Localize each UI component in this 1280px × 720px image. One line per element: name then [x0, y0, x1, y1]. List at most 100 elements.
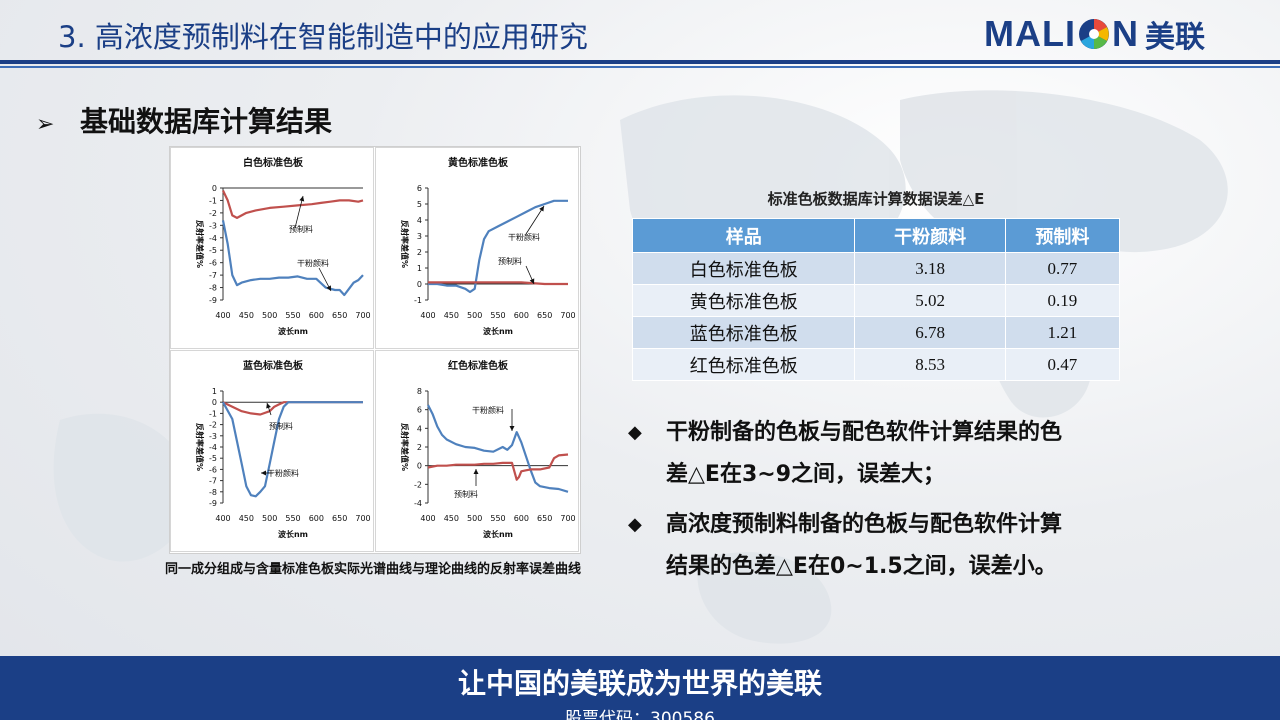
cell-sample: 红色标准色板	[631, 348, 856, 381]
annotation-arrowhead	[326, 285, 331, 291]
annotation-arrowhead	[473, 469, 479, 474]
x-tick-label: 650	[537, 311, 552, 320]
y-tick-label: -7	[209, 477, 217, 486]
chart-title: 黄色标准色板	[448, 156, 509, 169]
y-tick-label: -6	[209, 465, 217, 474]
cell-pre: 0.47	[1004, 348, 1121, 381]
list-item: ◆ 干粉制备的色板与配色软件计算结果的色 差△E在3~9之间，误差大；	[628, 412, 1128, 496]
chart-cell-red: 红色标准色板 8 6 4 2 0 -2 -4 400 450 500 550 600 650 700 波长nm…	[375, 350, 579, 552]
x-tick-label: 650	[332, 514, 347, 523]
cell-pre: 0.19	[1004, 284, 1121, 317]
chart-cell-blue: 蓝色标准色板 1 0 -1 -2 -3 -4 -5 -6 -7 -8 -9 400 450 500 550 60…	[170, 350, 374, 552]
y-tick-label: 5	[417, 200, 422, 209]
x-tick-label: 500	[467, 311, 482, 320]
bullet-line: 高浓度预制料制备的色板与配色软件计算	[666, 512, 1063, 537]
y-tick-label: 4	[417, 216, 422, 225]
x-tick-label: 550	[490, 514, 505, 523]
logo-cn: 美联	[1144, 21, 1205, 54]
y-tick-label: 6	[417, 184, 422, 193]
chart-title: 蓝色标准色板	[243, 359, 304, 372]
section-title: 基础数据库计算结果	[80, 105, 333, 138]
conclusion-list: ◆ 干粉制备的色板与配色软件计算结果的色 差△E在3~9之间，误差大； ◆ 高浓…	[628, 412, 1128, 596]
annotation-arrow	[294, 195, 304, 229]
series-line	[427, 453, 569, 481]
x-tick-label: 450	[239, 514, 254, 523]
header-rule	[0, 60, 1280, 64]
annotation-label: 预制料	[454, 489, 478, 499]
cell-dry: 5.02	[854, 284, 1006, 317]
y-tick-label: 8	[417, 387, 422, 396]
bullet-line: 差△E在3~9之间，误差大；	[666, 462, 945, 487]
y-tick-label: -3	[209, 432, 217, 441]
annotation-label: 预制料	[498, 256, 522, 266]
x-tick-label: 550	[490, 311, 505, 320]
annotation-arrowhead	[529, 278, 535, 284]
x-tick-label: 650	[332, 311, 347, 320]
annotation-arrowhead	[509, 426, 515, 431]
table-row: 白色标准色板 3.18 0.77	[631, 252, 1121, 285]
annotation-label: 干粉颜料	[267, 468, 299, 478]
charts-panel: 白色标准色板 0 -1 -2 -3 -4 -5 -6 -7 -8 -9 400 450 500 550 600…	[169, 146, 581, 554]
series-line	[221, 220, 364, 297]
y-tick-label: -8	[209, 488, 217, 497]
x-tick-label: 600	[309, 311, 324, 320]
cell-dry: 8.53	[854, 348, 1006, 381]
chart-yellow: 黄色标准色板 6 5 4 3 2 1 0 -1 400 450 500 550 600 650 700 波长nm…	[400, 156, 576, 336]
header-sample: 样品	[631, 218, 856, 253]
cell-sample: 黄色标准色板	[631, 284, 856, 317]
page-title: 3. 高浓度预制料在智能制造中的应用研究	[58, 20, 588, 54]
y-tick-label: -1	[209, 196, 217, 205]
chart-blue: 蓝色标准色板 1 0 -1 -2 -3 -4 -5 -6 -7 -8 -9 400 450 500 550 60…	[195, 359, 371, 539]
annotation-arrowhead	[539, 206, 544, 212]
cell-sample: 蓝色标准色板	[631, 316, 856, 349]
chart-title: 白色标准色板	[243, 156, 304, 169]
y-tick-label: -3	[209, 221, 217, 230]
table-row: 红色标准色板 8.53 0.47	[631, 348, 1121, 381]
x-axis-label: 波长nm	[278, 326, 308, 336]
x-tick-label: 600	[514, 514, 529, 523]
x-tick-label: 600	[309, 514, 324, 523]
header-dry: 干粉颜料	[854, 218, 1006, 253]
x-tick-label: 450	[239, 311, 254, 320]
cell-dry: 3.18	[854, 252, 1006, 285]
section-heading: ➢ 基础数据库计算结果	[36, 100, 332, 140]
chart-title: 红色标准色板	[448, 359, 509, 372]
annotation-label: 干粉颜料	[297, 258, 329, 268]
malion-logo: MALI N 美联	[984, 13, 1205, 54]
x-tick-label: 450	[444, 514, 459, 523]
y-tick-label: -9	[209, 499, 217, 508]
y-tick-label: -5	[209, 246, 217, 255]
y-tick-label: 2	[417, 248, 422, 257]
y-tick-label: 0	[212, 184, 217, 193]
diamond-bullet-icon: ◆	[628, 422, 642, 443]
y-tick-label: -4	[209, 443, 217, 452]
annotation-label: 干粉颜料	[472, 405, 504, 415]
series-line	[222, 190, 364, 220]
x-tick-label: 600	[514, 311, 529, 320]
x-tick-label: 700	[355, 311, 370, 320]
chart-cell-yellow: 黄色标准色板 6 5 4 3 2 1 0 -1 400 450 500 550 600 650 700 波长nm…	[375, 147, 579, 349]
chart-caption: 同一成分组成与含量标准色板实际光谱曲线与理论曲线的反射率误差曲线	[165, 562, 582, 577]
y-tick-label: -8	[209, 284, 217, 293]
series-line	[222, 401, 363, 498]
y-tick-label: -2	[209, 209, 217, 218]
annotation-arrowhead	[299, 196, 305, 202]
y-tick-label: -9	[209, 296, 217, 305]
footer-slogan: 让中国的美联成为世界的美联	[457, 667, 822, 700]
cell-pre: 0.77	[1004, 252, 1121, 285]
annotation-arrowhead	[261, 470, 266, 476]
y-axis-label: 反射率差值%	[195, 423, 205, 471]
y-tick-label: -7	[209, 271, 217, 280]
y-tick-label: -5	[209, 454, 217, 463]
y-tick-label: 0	[417, 280, 422, 289]
x-tick-label: 400	[215, 514, 230, 523]
cell-sample: 白色标准色板	[631, 252, 856, 285]
x-axis-label: 波长nm	[483, 326, 513, 336]
header-pre: 预制料	[1004, 218, 1121, 253]
y-tick-label: 4	[417, 424, 422, 433]
y-tick-label: -2	[209, 421, 217, 430]
series-line	[428, 281, 568, 286]
x-tick-label: 400	[420, 311, 435, 320]
x-tick-label: 700	[355, 514, 370, 523]
chart-white: 白色标准色板 0 -1 -2 -3 -4 -5 -6 -7 -8 -9 400 450 500 550 600…	[195, 156, 371, 336]
